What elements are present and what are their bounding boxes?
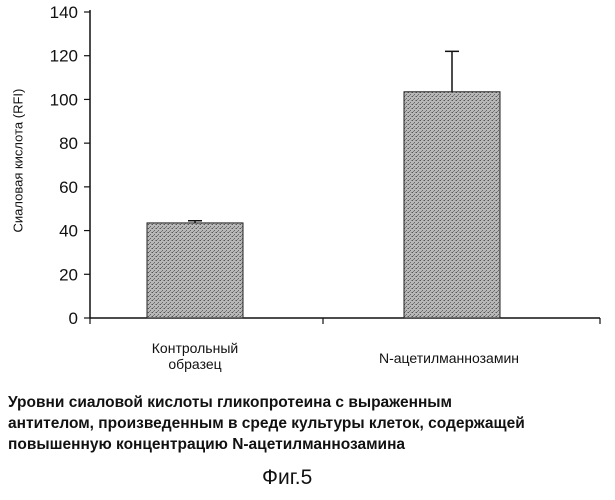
- x-category-label-1: N-ацетилманнозамин: [349, 350, 549, 366]
- y-axis-label: Сиаловая кислота (RFI): [11, 93, 26, 233]
- bar-0: [147, 223, 243, 318]
- caption-line-2: антителом, произведенным в среде культур…: [8, 413, 608, 434]
- x-category-label-1-line-1: N-ацетилманнозамин: [349, 350, 549, 366]
- y-tick-label-40: 40: [59, 222, 78, 241]
- y-tick-label-20: 20: [59, 265, 78, 284]
- chart-axes: 0 20 40 60 80 100 120 140: [50, 3, 600, 328]
- figure-number: Фиг.5: [262, 466, 312, 490]
- figure-caption: Уровни сиаловой кислоты гликопротеина с …: [8, 392, 608, 455]
- x-category-label-0-line-1: Контрольный: [95, 340, 295, 356]
- bar-chart: 0 20 40 60 80 100 120 140: [0, 0, 615, 390]
- caption-line-1: Уровни сиаловой кислоты гликопротеина с …: [8, 392, 608, 413]
- y-tick-label-140: 140: [50, 3, 78, 22]
- chart-bars: [147, 51, 500, 318]
- y-tick-label-60: 60: [59, 178, 78, 197]
- y-tick-label-80: 80: [59, 134, 78, 153]
- bar-1: [404, 92, 500, 318]
- caption-line-3: повышенную концентрацию N-ацетилманнозам…: [8, 434, 608, 455]
- y-tick-label-120: 120: [50, 47, 78, 66]
- x-category-label-0: Контрольный образец: [95, 340, 295, 372]
- y-tick-label-0: 0: [69, 309, 78, 328]
- x-category-label-0-line-2: образец: [95, 356, 295, 372]
- y-tick-label-100: 100: [50, 90, 78, 109]
